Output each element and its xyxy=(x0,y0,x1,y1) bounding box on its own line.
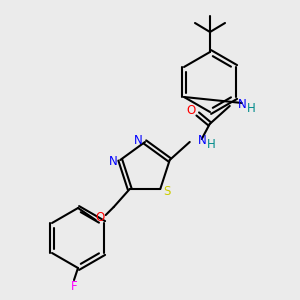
Text: N: N xyxy=(238,98,247,112)
Text: H: H xyxy=(247,103,256,116)
Text: O: O xyxy=(95,211,104,224)
Text: N: N xyxy=(134,134,142,146)
Text: N: N xyxy=(198,134,206,148)
Text: H: H xyxy=(207,139,215,152)
Text: S: S xyxy=(164,184,171,197)
Text: O: O xyxy=(186,104,195,118)
Text: N: N xyxy=(109,155,118,169)
Text: F: F xyxy=(71,280,77,292)
